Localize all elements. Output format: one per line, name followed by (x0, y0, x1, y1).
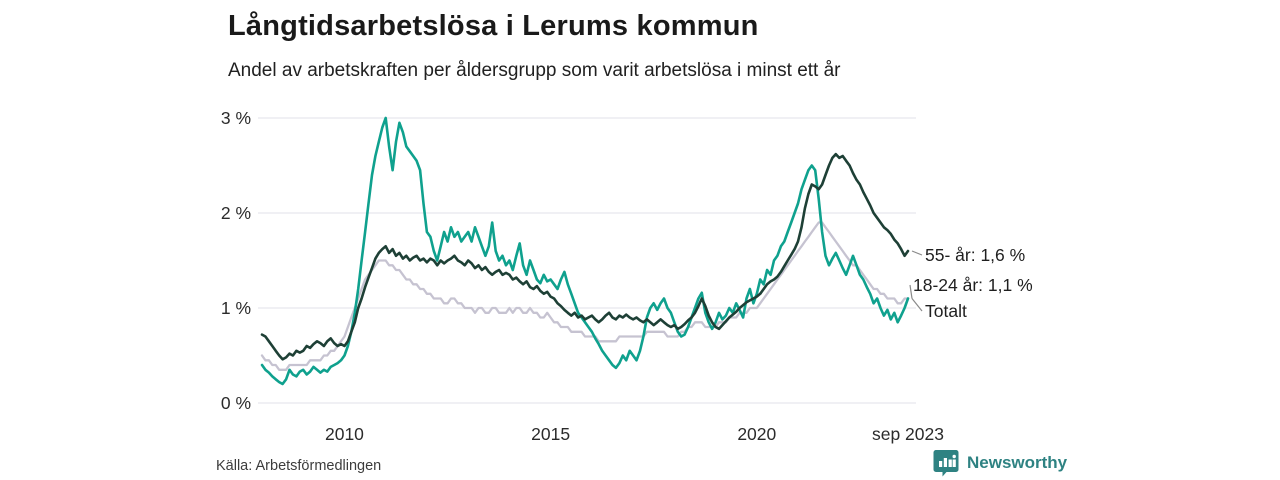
x-axis-tick-label: sep 2023 (872, 424, 944, 444)
x-axis-tick-label: 2015 (531, 424, 570, 444)
end-label-connector (909, 284, 913, 299)
newsworthy-logo: Newsworthy (933, 449, 1067, 477)
series-end-label: Totalt (925, 301, 967, 321)
y-axis-tick-label: 1 % (221, 298, 251, 318)
series-line-55-r (260, 152, 910, 361)
series-line-totalt (260, 221, 910, 371)
y-axis-tick-label: 0 % (221, 393, 251, 413)
x-axis-tick-label: 2010 (325, 424, 364, 444)
newsworthy-bubble-chart-icon (933, 450, 959, 477)
x-axis-tick-label: 2020 (737, 424, 776, 444)
y-axis-tick-label: 3 % (221, 108, 251, 128)
series-line-18-24-r (260, 116, 910, 386)
series-end-label: 18-24 år: 1,1 % (913, 275, 1033, 295)
source-text: Källa: Arbetsförmedlingen (216, 458, 382, 474)
chart-subtitle: Andel av arbetskraften per åldersgrupp s… (228, 60, 841, 81)
page-title: Långtidsarbetslösa i Lerums kommun (228, 10, 759, 42)
end-label-connector (911, 250, 923, 256)
brand-name: Newsworthy (967, 453, 1068, 472)
end-label-connector (911, 298, 923, 312)
series-end-label: 55- år: 1,6 % (925, 245, 1025, 265)
y-axis-tick-label: 2 % (221, 203, 251, 223)
